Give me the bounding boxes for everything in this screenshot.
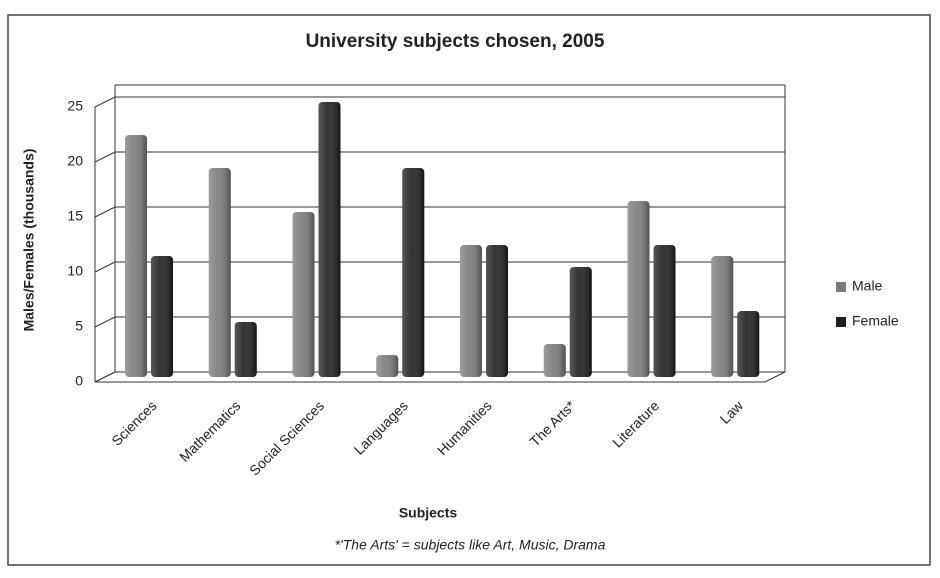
footnote: *'The Arts' = subjects like Art, Music, …	[335, 537, 606, 553]
bar-shade	[376, 355, 399, 377]
bar-shade	[208, 168, 231, 377]
y-tick-label: 25	[67, 98, 83, 114]
grid-line-depth	[94, 206, 116, 218]
bar-shade	[486, 245, 508, 377]
grid-line-depth	[94, 96, 116, 108]
grid-line-depth	[94, 371, 116, 383]
y-tick-label: 0	[75, 373, 83, 389]
floor	[94, 371, 786, 383]
y-tick-label: 15	[67, 208, 83, 224]
bar-shade	[460, 245, 482, 377]
bar-shade	[627, 201, 650, 377]
bar-shade	[151, 256, 173, 377]
y-tick-label: 5	[75, 318, 83, 334]
grid-line-depth	[94, 316, 116, 328]
legend-label: Male	[852, 278, 883, 294]
bar-shade	[737, 311, 760, 377]
legend-label: Female	[852, 313, 899, 329]
y-tick-label: 10	[67, 263, 83, 279]
chart-title: University subjects chosen, 2005	[306, 31, 605, 52]
bar-shade	[711, 256, 734, 377]
grid-line-depth	[94, 151, 116, 163]
bar-shade	[543, 344, 566, 377]
x-axis-title: Subjects	[399, 505, 458, 521]
grid-line-depth	[94, 261, 116, 273]
bar-shade	[653, 245, 676, 377]
bar-shade	[125, 135, 147, 377]
bar-shade	[234, 322, 257, 377]
legend-swatch	[836, 317, 846, 327]
y-axis-title: Males/Females (thousands)	[21, 149, 37, 332]
bar-shade	[402, 168, 425, 377]
legend-swatch	[836, 282, 846, 292]
bar-shade	[318, 102, 341, 377]
bar-shade	[292, 212, 315, 377]
y-tick-label: 20	[67, 153, 83, 169]
bar-shade	[569, 267, 592, 377]
